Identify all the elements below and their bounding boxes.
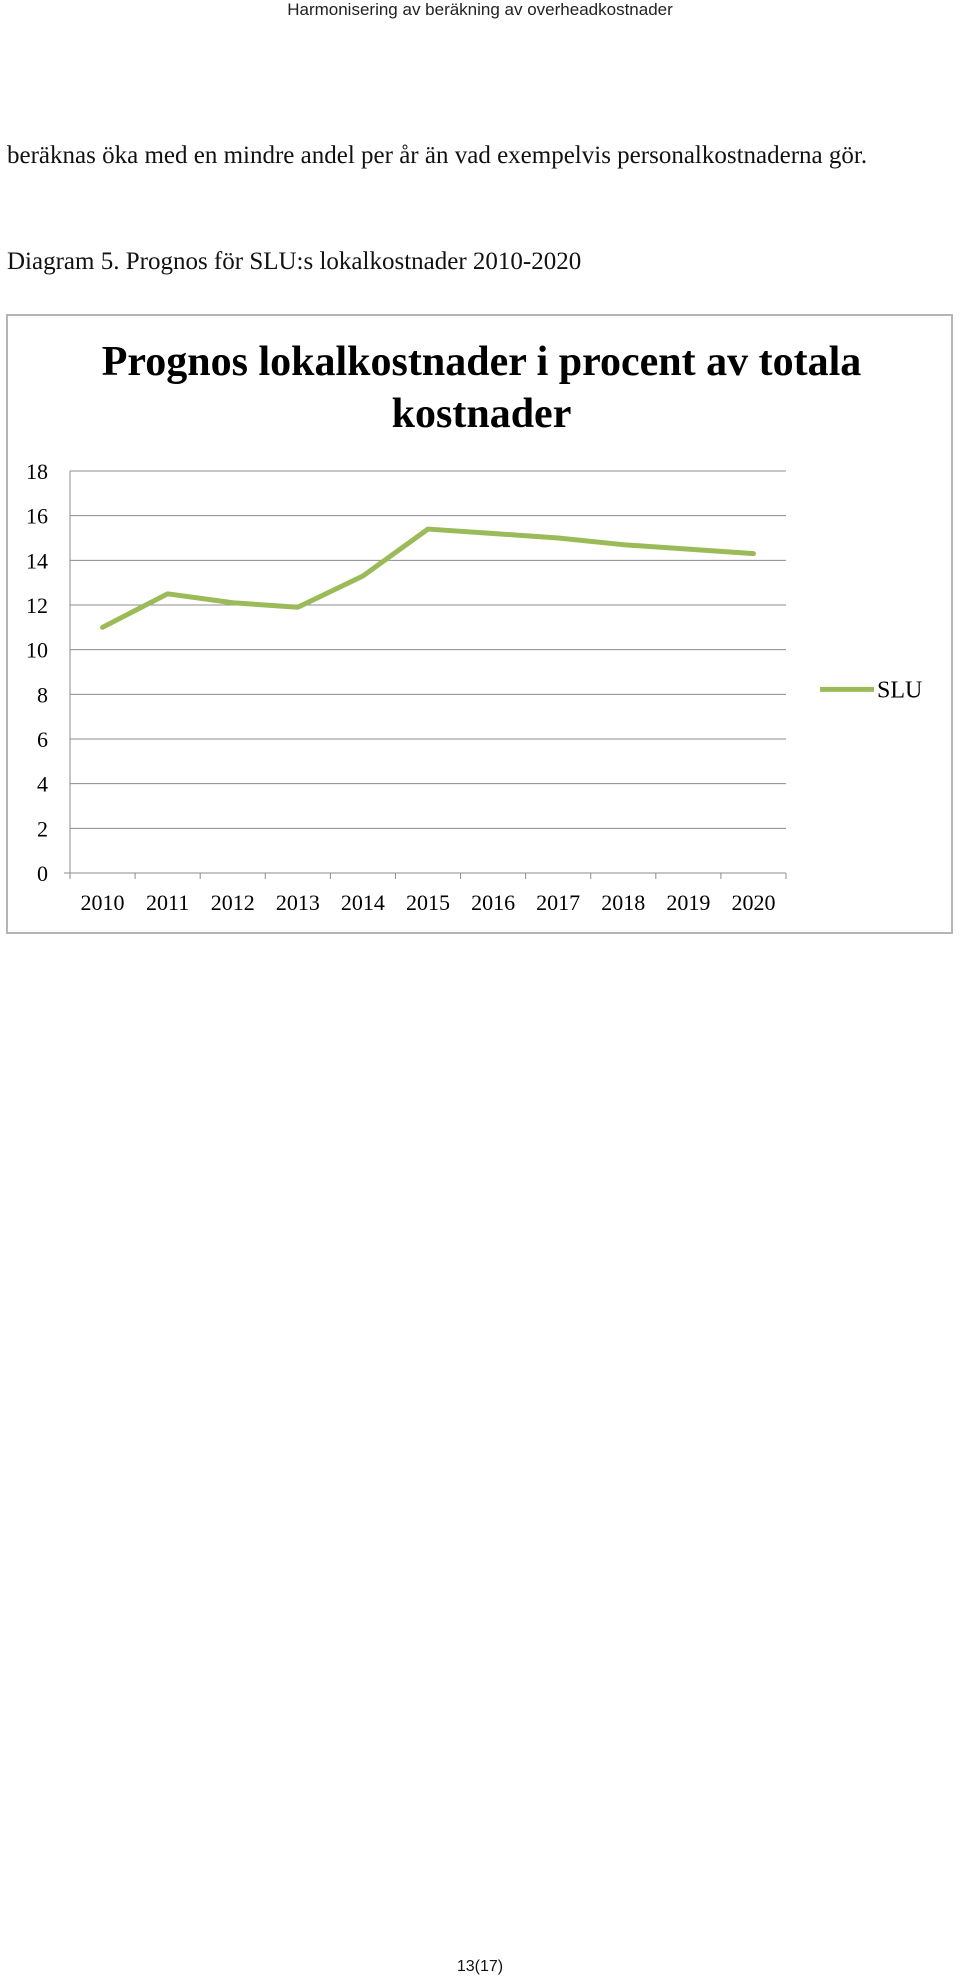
y-tick-label: 12	[26, 593, 48, 618]
data-point	[557, 537, 559, 539]
data-point	[167, 593, 169, 595]
page-header: Harmonisering av beräkning av overheadko…	[287, 0, 673, 19]
y-tick-label: 16	[26, 504, 48, 529]
legend-label: SLU	[877, 677, 922, 703]
y-tick-label: 4	[37, 772, 48, 797]
data-point	[297, 606, 299, 608]
y-tick-label: 8	[37, 682, 48, 707]
y-tick-label: 2	[37, 816, 48, 841]
x-tick-label: 2013	[276, 890, 320, 915]
page-number: 13(17)	[456, 1958, 504, 1975]
diagram-caption: Diagram 5. Prognos för SLU:s lokalkostna…	[7, 248, 582, 275]
chart-container: Prognos lokalkostnader i procent av tota…	[6, 314, 953, 934]
data-point	[102, 626, 104, 628]
data-point	[687, 548, 689, 550]
y-tick-label: 18	[26, 459, 48, 484]
y-tick-label: 0	[37, 861, 48, 886]
x-tick-label: 2012	[211, 890, 255, 915]
data-point	[232, 602, 234, 604]
y-tick-label: 10	[26, 638, 48, 663]
x-tick-label: 2020	[731, 890, 775, 915]
data-point	[362, 575, 364, 577]
y-tick-label: 6	[37, 727, 48, 752]
x-tick-label: 2019	[666, 890, 710, 915]
data-point	[752, 553, 754, 555]
x-tick-label: 2014	[341, 890, 385, 915]
x-tick-label: 2018	[601, 890, 645, 915]
y-tick-label: 14	[26, 548, 48, 573]
x-tick-label: 2017	[536, 890, 580, 915]
data-point	[427, 528, 429, 530]
chart-title: Prognos lokalkostnader i procent av tota…	[101, 339, 862, 437]
data-point	[492, 533, 494, 535]
x-tick-label: 2010	[81, 890, 125, 915]
series-line	[100, 526, 756, 630]
x-tick-label: 2015	[406, 890, 450, 915]
data-point	[622, 544, 624, 546]
body-paragraph: beräknas öka med en mindre andel per år …	[7, 142, 868, 169]
line-chart: 0 2 4 6 8 10 12 14 16 18 2010 2011 2012 2013 2014 2015 2…	[26, 459, 922, 915]
x-tick-label: 2011	[146, 890, 189, 915]
x-tick-label: 2016	[471, 890, 515, 915]
